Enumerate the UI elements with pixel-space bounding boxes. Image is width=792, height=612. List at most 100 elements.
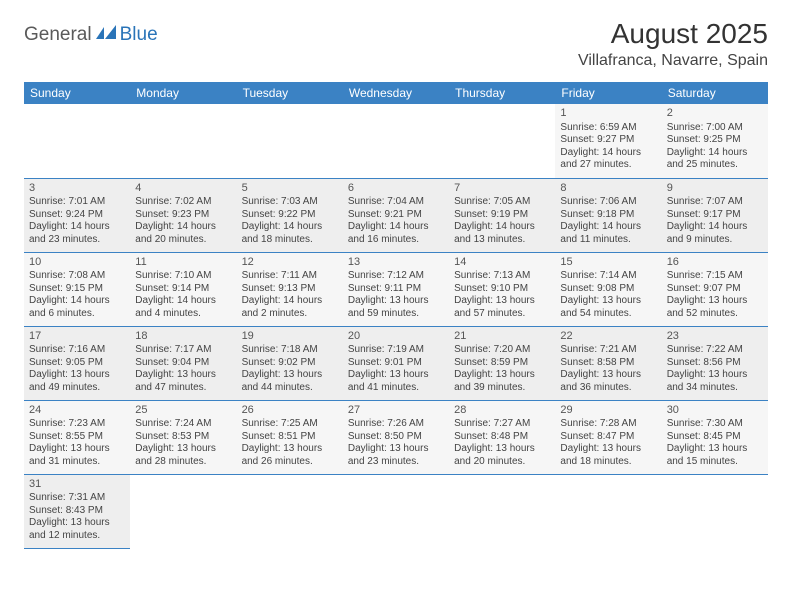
calendar-week: 3Sunrise: 7:01 AMSunset: 9:24 PMDaylight… [24,178,768,252]
calendar-day: 5Sunrise: 7:03 AMSunset: 9:22 PMDaylight… [237,178,343,252]
day-header: Wednesday [343,82,449,104]
calendar-empty [237,104,343,178]
calendar-day: 17Sunrise: 7:16 AMSunset: 9:05 PMDayligh… [24,326,130,400]
day-number: 27 [348,404,444,418]
sunrise-line: Sunrise: 7:00 AM [667,122,763,135]
sunset-line: Sunset: 9:17 PM [667,209,763,222]
daylight-line: Daylight: 14 hours and 25 minutes. [667,147,763,172]
calendar-empty [130,104,236,178]
daylight-line: Daylight: 14 hours and 13 minutes. [454,221,550,246]
day-number: 9 [667,182,763,196]
sunset-line: Sunset: 9:23 PM [135,209,231,222]
calendar-day: 26Sunrise: 7:25 AMSunset: 8:51 PMDayligh… [237,400,343,474]
sunrise-line: Sunrise: 7:24 AM [135,418,231,431]
logo: General Blue [24,24,158,46]
calendar-day: 31Sunrise: 7:31 AMSunset: 8:43 PMDayligh… [24,474,130,548]
sunrise-line: Sunrise: 7:25 AM [242,418,338,431]
daylight-line: Daylight: 14 hours and 6 minutes. [29,295,125,320]
calendar-day: 23Sunrise: 7:22 AMSunset: 8:56 PMDayligh… [662,326,768,400]
sunrise-line: Sunrise: 6:59 AM [560,122,656,135]
daylight-line: Daylight: 13 hours and 52 minutes. [667,295,763,320]
daylight-line: Daylight: 13 hours and 20 minutes. [454,443,550,468]
daylight-line: Daylight: 14 hours and 11 minutes. [560,221,656,246]
calendar-day: 25Sunrise: 7:24 AMSunset: 8:53 PMDayligh… [130,400,236,474]
day-number: 3 [29,182,125,196]
sunset-line: Sunset: 9:08 PM [560,283,656,296]
day-number: 22 [560,330,656,344]
day-header: Tuesday [237,82,343,104]
day-number: 30 [667,404,763,418]
sunset-line: Sunset: 8:50 PM [348,431,444,444]
calendar-day: 24Sunrise: 7:23 AMSunset: 8:55 PMDayligh… [24,400,130,474]
day-number: 7 [454,182,550,196]
daylight-line: Daylight: 14 hours and 18 minutes. [242,221,338,246]
calendar-week: 31Sunrise: 7:31 AMSunset: 8:43 PMDayligh… [24,474,768,548]
daylight-line: Daylight: 13 hours and 41 minutes. [348,369,444,394]
day-number: 19 [242,330,338,344]
flag-icon [96,25,118,46]
daylight-line: Daylight: 13 hours and 31 minutes. [29,443,125,468]
logo-text-general: General [24,24,92,46]
calendar-empty [449,474,555,548]
calendar-empty [343,104,449,178]
daylight-line: Daylight: 13 hours and 18 minutes. [560,443,656,468]
daylight-line: Daylight: 13 hours and 15 minutes. [667,443,763,468]
sunset-line: Sunset: 9:13 PM [242,283,338,296]
sunset-line: Sunset: 8:48 PM [454,431,550,444]
sunset-line: Sunset: 9:18 PM [560,209,656,222]
daylight-line: Daylight: 14 hours and 20 minutes. [135,221,231,246]
day-number: 25 [135,404,231,418]
logo-text-blue: Blue [120,24,158,46]
sunset-line: Sunset: 9:25 PM [667,134,763,147]
sunrise-line: Sunrise: 7:30 AM [667,418,763,431]
day-number: 24 [29,404,125,418]
day-number: 14 [454,256,550,270]
daylight-line: Daylight: 14 hours and 16 minutes. [348,221,444,246]
daylight-line: Daylight: 13 hours and 36 minutes. [560,369,656,394]
calendar-day: 8Sunrise: 7:06 AMSunset: 9:18 PMDaylight… [555,178,661,252]
sunrise-line: Sunrise: 7:16 AM [29,344,125,357]
day-number: 12 [242,256,338,270]
sunset-line: Sunset: 8:53 PM [135,431,231,444]
sunset-line: Sunset: 8:47 PM [560,431,656,444]
daylight-line: Daylight: 13 hours and 47 minutes. [135,369,231,394]
calendar-day: 28Sunrise: 7:27 AMSunset: 8:48 PMDayligh… [449,400,555,474]
day-number: 8 [560,182,656,196]
sunrise-line: Sunrise: 7:06 AM [560,196,656,209]
sunset-line: Sunset: 9:21 PM [348,209,444,222]
sunset-line: Sunset: 9:01 PM [348,357,444,370]
sunset-line: Sunset: 9:10 PM [454,283,550,296]
sunset-line: Sunset: 8:45 PM [667,431,763,444]
calendar-empty [662,474,768,548]
sunrise-line: Sunrise: 7:12 AM [348,270,444,283]
sunset-line: Sunset: 9:04 PM [135,357,231,370]
daylight-line: Daylight: 13 hours and 23 minutes. [348,443,444,468]
calendar-day: 3Sunrise: 7:01 AMSunset: 9:24 PMDaylight… [24,178,130,252]
day-header: Friday [555,82,661,104]
day-number: 11 [135,256,231,270]
sunset-line: Sunset: 9:24 PM [29,209,125,222]
sunrise-line: Sunrise: 7:26 AM [348,418,444,431]
title-block: August 2025 Villafranca, Navarre, Spain [578,18,768,70]
calendar-week: 17Sunrise: 7:16 AMSunset: 9:05 PMDayligh… [24,326,768,400]
sunrise-line: Sunrise: 7:31 AM [29,492,125,505]
daylight-line: Daylight: 13 hours and 12 minutes. [29,517,125,542]
sunrise-line: Sunrise: 7:04 AM [348,196,444,209]
sunset-line: Sunset: 9:27 PM [560,134,656,147]
day-number: 29 [560,404,656,418]
day-number: 10 [29,256,125,270]
sunset-line: Sunset: 9:11 PM [348,283,444,296]
calendar-day: 11Sunrise: 7:10 AMSunset: 9:14 PMDayligh… [130,252,236,326]
sunrise-line: Sunrise: 7:22 AM [667,344,763,357]
sunrise-line: Sunrise: 7:13 AM [454,270,550,283]
calendar-day: 12Sunrise: 7:11 AMSunset: 9:13 PMDayligh… [237,252,343,326]
day-number: 21 [454,330,550,344]
day-number: 26 [242,404,338,418]
calendar-day: 21Sunrise: 7:20 AMSunset: 8:59 PMDayligh… [449,326,555,400]
daylight-line: Daylight: 14 hours and 2 minutes. [242,295,338,320]
calendar-day: 2Sunrise: 7:00 AMSunset: 9:25 PMDaylight… [662,104,768,178]
calendar-day: 1Sunrise: 6:59 AMSunset: 9:27 PMDaylight… [555,104,661,178]
sunset-line: Sunset: 9:22 PM [242,209,338,222]
calendar-empty [24,104,130,178]
day-header: Saturday [662,82,768,104]
